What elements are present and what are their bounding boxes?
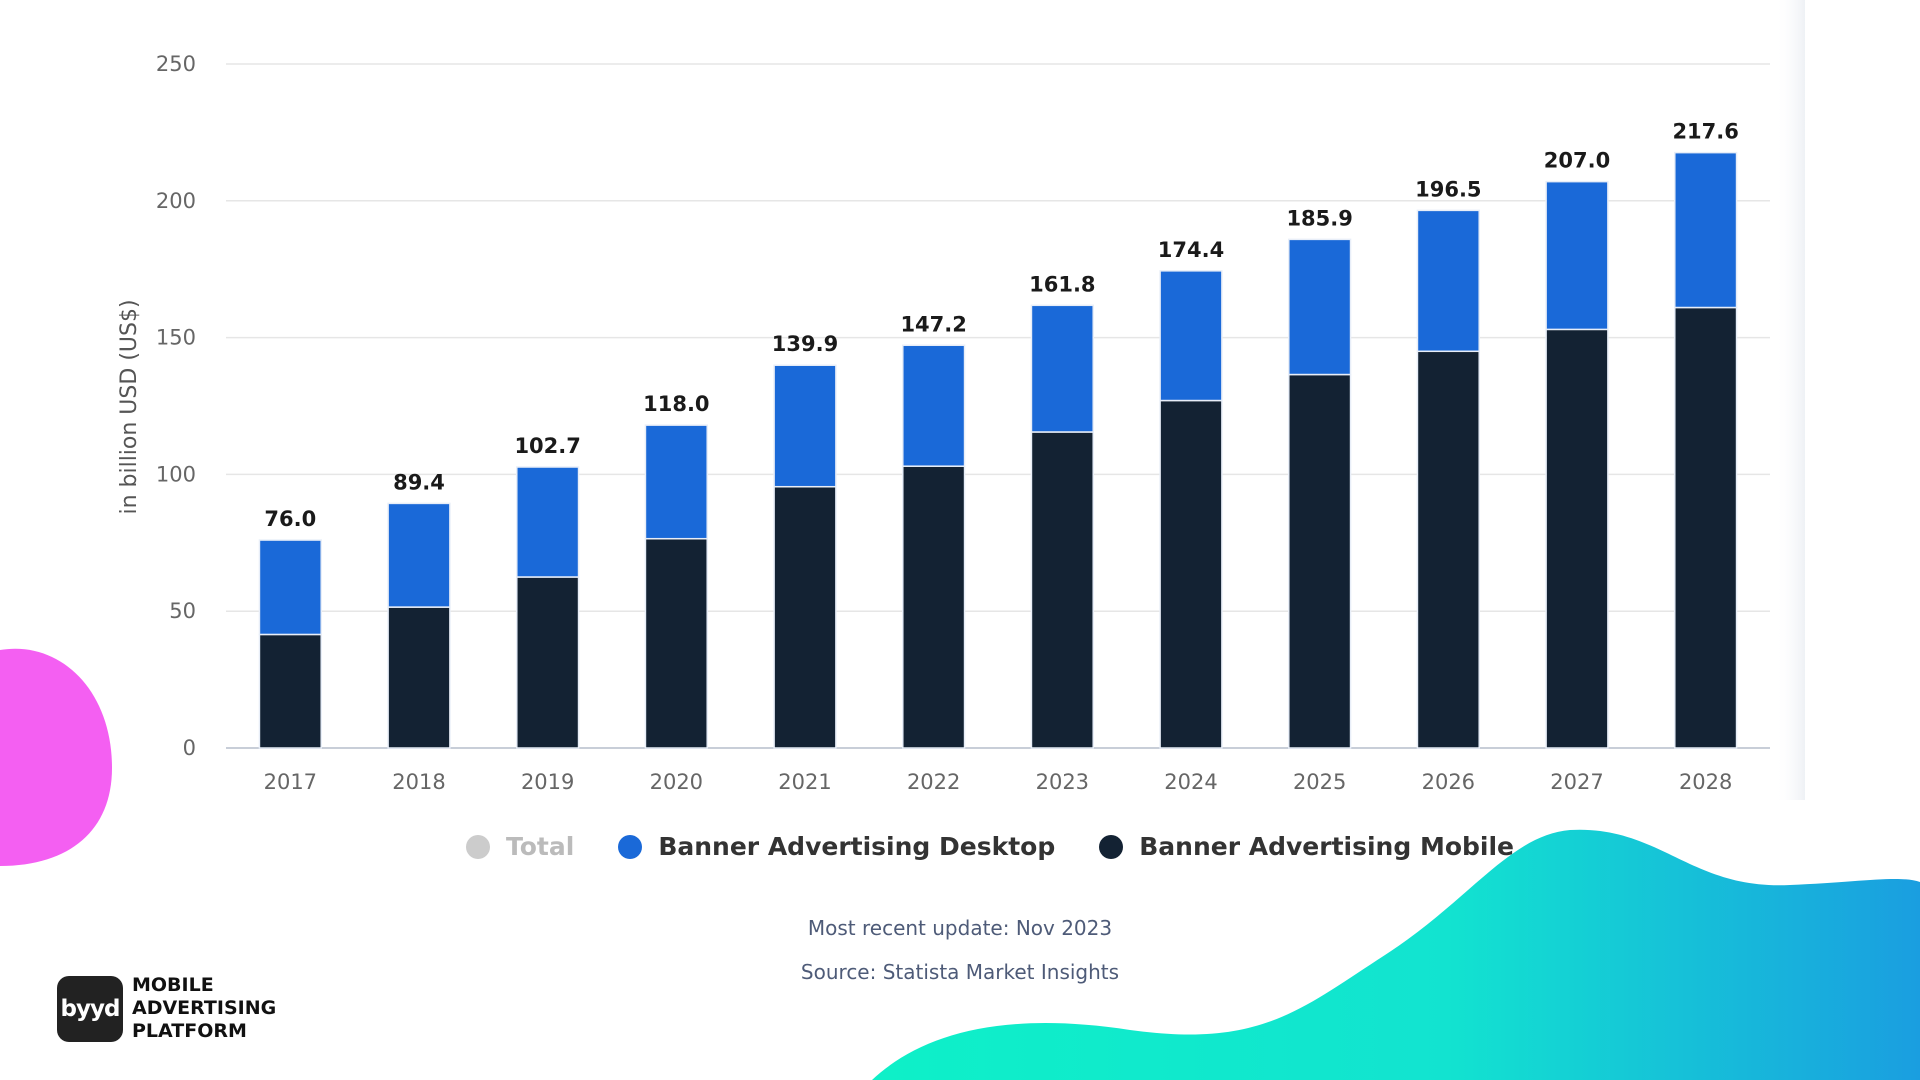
y-tick-label: 150: [156, 326, 196, 350]
total-data-label: 161.8: [1029, 272, 1095, 296]
total-data-label: 147.2: [900, 312, 966, 336]
total-data-label: 89.4: [393, 470, 445, 494]
bar-segment-banner-advertising-desktop[interactable]: [1416, 209, 1480, 353]
x-axis-ticks: 2017 2018 2019 2020 2021 2022 2023 2024 2025 2026…: [264, 770, 1733, 794]
y-tick-label: 200: [156, 189, 196, 213]
total-data-label: 118.0: [643, 392, 709, 416]
bar-segment-banner-advertising-mobile[interactable]: [1030, 431, 1094, 749]
bar-segment-banner-advertising-desktop[interactable]: [1159, 270, 1223, 402]
y-axis-label: in billion USD (US$): [117, 299, 142, 514]
x-tick-label: 2024: [1164, 770, 1217, 794]
legend-dot-desktop: [618, 834, 643, 859]
total-data-label: 102.7: [514, 434, 580, 458]
x-tick-label: 2027: [1550, 770, 1603, 794]
total-data-label: 196.5: [1415, 177, 1481, 201]
bar-segment-banner-advertising-mobile[interactable]: [516, 576, 580, 749]
bar-segment-banner-advertising-desktop[interactable]: [258, 539, 322, 636]
y-tick-label: 50: [169, 599, 196, 623]
bar-segment-banner-advertising-desktop[interactable]: [387, 502, 451, 608]
teal-wave: [872, 829, 1920, 1080]
legend-item-mobile[interactable]: Banner Advertising Mobile: [1099, 832, 1514, 861]
bar-segment-banner-advertising-desktop[interactable]: [773, 364, 837, 488]
x-tick-label: 2022: [907, 770, 960, 794]
y-axis-ticks: 0 50 100 150 200 250: [156, 52, 196, 760]
brand-tagline: MOBILE ADVERTISING PLATFORM: [132, 974, 276, 1043]
bar-segment-banner-advertising-desktop[interactable]: [1288, 238, 1352, 376]
bar-segment-banner-advertising-mobile[interactable]: [1545, 328, 1609, 749]
total-data-label: 139.9: [772, 332, 838, 356]
bar-segment-banner-advertising-mobile[interactable]: [773, 485, 837, 749]
bar-segment-banner-advertising-desktop[interactable]: [1674, 151, 1738, 309]
legend-label-total: Total: [506, 832, 575, 861]
total-data-label: 76.0: [264, 507, 316, 531]
bar-segment-banner-advertising-mobile[interactable]: [387, 606, 451, 749]
x-tick-label: 2023: [1036, 770, 1089, 794]
bars: [258, 151, 1738, 749]
tagline-line-1: MOBILE: [132, 974, 214, 996]
total-data-label: 217.6: [1672, 120, 1738, 144]
x-tick-label: 2020: [650, 770, 703, 794]
legend: Total Banner Advertising Desktop Banner …: [466, 832, 1558, 861]
bar-segment-banner-advertising-mobile[interactable]: [1416, 350, 1480, 749]
bar-segment-banner-advertising-mobile[interactable]: [1159, 399, 1223, 749]
x-tick-label: 2026: [1422, 770, 1475, 794]
bar-segment-banner-advertising-mobile[interactable]: [258, 633, 322, 749]
total-labels: 76.0 89.4 102.7 118.0 139.9 147.2 161.8 174.4 18…: [264, 120, 1738, 531]
tagline-line-3: PLATFORM: [132, 1020, 247, 1042]
bar-segment-banner-advertising-mobile[interactable]: [902, 465, 966, 749]
gridlines: [226, 63, 1770, 749]
tagline-line-2: ADVERTISING: [132, 997, 277, 1019]
bar-segment-banner-advertising-desktop[interactable]: [644, 424, 708, 540]
bar-segment-banner-advertising-desktop[interactable]: [516, 466, 580, 578]
total-data-label: 174.4: [1158, 238, 1224, 262]
bar-segment-banner-advertising-desktop[interactable]: [1030, 304, 1094, 433]
legend-label-mobile: Banner Advertising Mobile: [1139, 832, 1514, 861]
legend-item-total[interactable]: Total: [466, 832, 574, 861]
legend-dot-total: [466, 834, 490, 859]
bar-segment-banner-advertising-desktop[interactable]: [902, 344, 966, 467]
total-data-label: 185.9: [1286, 206, 1352, 230]
byyd-logo: byyd: [57, 976, 123, 1042]
bar-segment-banner-advertising-mobile[interactable]: [644, 537, 708, 749]
pink-blob: [0, 648, 112, 866]
x-tick-label: 2025: [1293, 770, 1346, 794]
x-tick-label: 2021: [778, 770, 831, 794]
legend-dot-mobile: [1099, 834, 1124, 859]
x-tick-label: 2019: [521, 770, 574, 794]
x-tick-label: 2018: [392, 770, 445, 794]
source-note[interactable]: Source: Statista Market Insights: [800, 960, 1120, 984]
x-tick-label: 2028: [1679, 770, 1732, 794]
y-tick-label: 0: [183, 736, 196, 760]
chart-panel-shadow: [1775, 0, 1805, 800]
bar-segment-banner-advertising-desktop[interactable]: [1545, 180, 1609, 331]
legend-item-desktop[interactable]: Banner Advertising Desktop: [618, 832, 1055, 861]
bar-segment-banner-advertising-mobile[interactable]: [1288, 373, 1352, 749]
legend-label-desktop: Banner Advertising Desktop: [658, 832, 1056, 861]
total-data-label: 207.0: [1544, 149, 1610, 173]
update-note: Most recent update: Nov 2023: [807, 916, 1113, 940]
y-tick-label: 250: [156, 52, 196, 76]
y-tick-label: 100: [156, 462, 196, 486]
bar-segment-banner-advertising-mobile[interactable]: [1674, 306, 1738, 749]
x-tick-label: 2017: [264, 770, 317, 794]
